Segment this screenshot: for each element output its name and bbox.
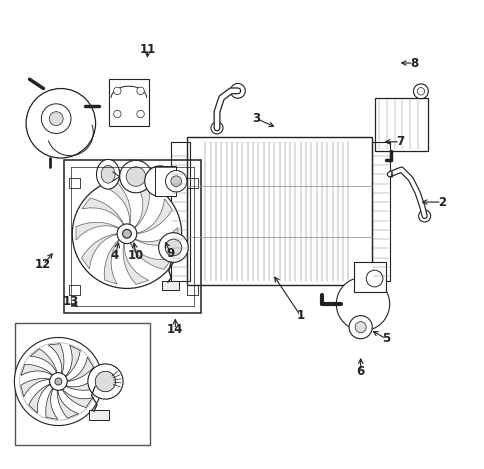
Circle shape [126,167,145,186]
Polygon shape [21,378,50,397]
Circle shape [113,110,121,118]
Polygon shape [136,199,172,234]
Text: 7: 7 [395,136,403,148]
Circle shape [88,364,123,399]
Text: 11: 11 [139,43,155,56]
Circle shape [413,84,427,98]
Bar [186,178,198,188]
Polygon shape [135,227,178,245]
Bar [170,142,190,281]
Polygon shape [81,234,117,269]
Bar [69,285,80,295]
Polygon shape [29,384,50,413]
Text: 5: 5 [381,332,390,345]
Circle shape [41,104,71,134]
Circle shape [158,233,188,262]
Text: 6: 6 [356,365,364,378]
Circle shape [117,224,136,243]
Polygon shape [48,344,64,373]
Circle shape [136,110,144,118]
Polygon shape [76,222,119,240]
Circle shape [26,89,95,158]
Bar [186,137,372,286]
Polygon shape [82,198,124,225]
Circle shape [170,176,181,187]
Bar [186,285,198,295]
Circle shape [416,88,424,95]
Circle shape [348,316,372,339]
Text: 13: 13 [63,295,79,308]
Bar [353,262,385,293]
Circle shape [165,171,186,192]
Polygon shape [57,390,78,418]
Circle shape [49,112,63,126]
Text: 10: 10 [127,249,144,262]
Text: 12: 12 [35,258,51,271]
Polygon shape [62,389,92,408]
Polygon shape [105,183,131,224]
Bar [155,166,176,197]
Circle shape [211,122,223,134]
Circle shape [15,338,102,425]
Bar [69,178,80,188]
Circle shape [120,160,152,193]
Polygon shape [65,345,80,377]
Circle shape [136,87,144,95]
Circle shape [55,378,62,385]
Polygon shape [123,243,149,284]
Circle shape [49,373,67,390]
Text: 8: 8 [409,57,417,69]
Circle shape [122,229,131,238]
Polygon shape [130,243,171,270]
Ellipse shape [101,166,115,183]
Circle shape [95,371,115,392]
Polygon shape [45,388,58,419]
Ellipse shape [96,159,120,189]
Text: 1: 1 [296,309,304,322]
Circle shape [230,83,245,98]
Text: 2: 2 [437,196,445,209]
Circle shape [418,210,430,222]
Polygon shape [135,183,150,228]
Polygon shape [30,349,57,373]
Bar [89,410,108,419]
Bar [162,281,179,290]
Circle shape [144,166,175,197]
Bar [372,142,389,281]
Polygon shape [67,357,93,381]
Bar [64,160,200,313]
Circle shape [365,270,382,287]
Polygon shape [21,364,53,376]
Circle shape [113,87,121,95]
Text: 3: 3 [252,112,260,125]
Bar [374,98,427,151]
Circle shape [335,277,389,331]
Circle shape [165,239,182,256]
Polygon shape [66,377,96,390]
Text: 4: 4 [111,249,119,262]
Bar [15,323,150,446]
Circle shape [72,179,182,288]
Circle shape [354,322,365,333]
Bar [109,79,148,126]
Text: 14: 14 [167,323,183,336]
Text: 9: 9 [166,247,174,259]
Circle shape [20,343,97,420]
Polygon shape [104,240,119,284]
